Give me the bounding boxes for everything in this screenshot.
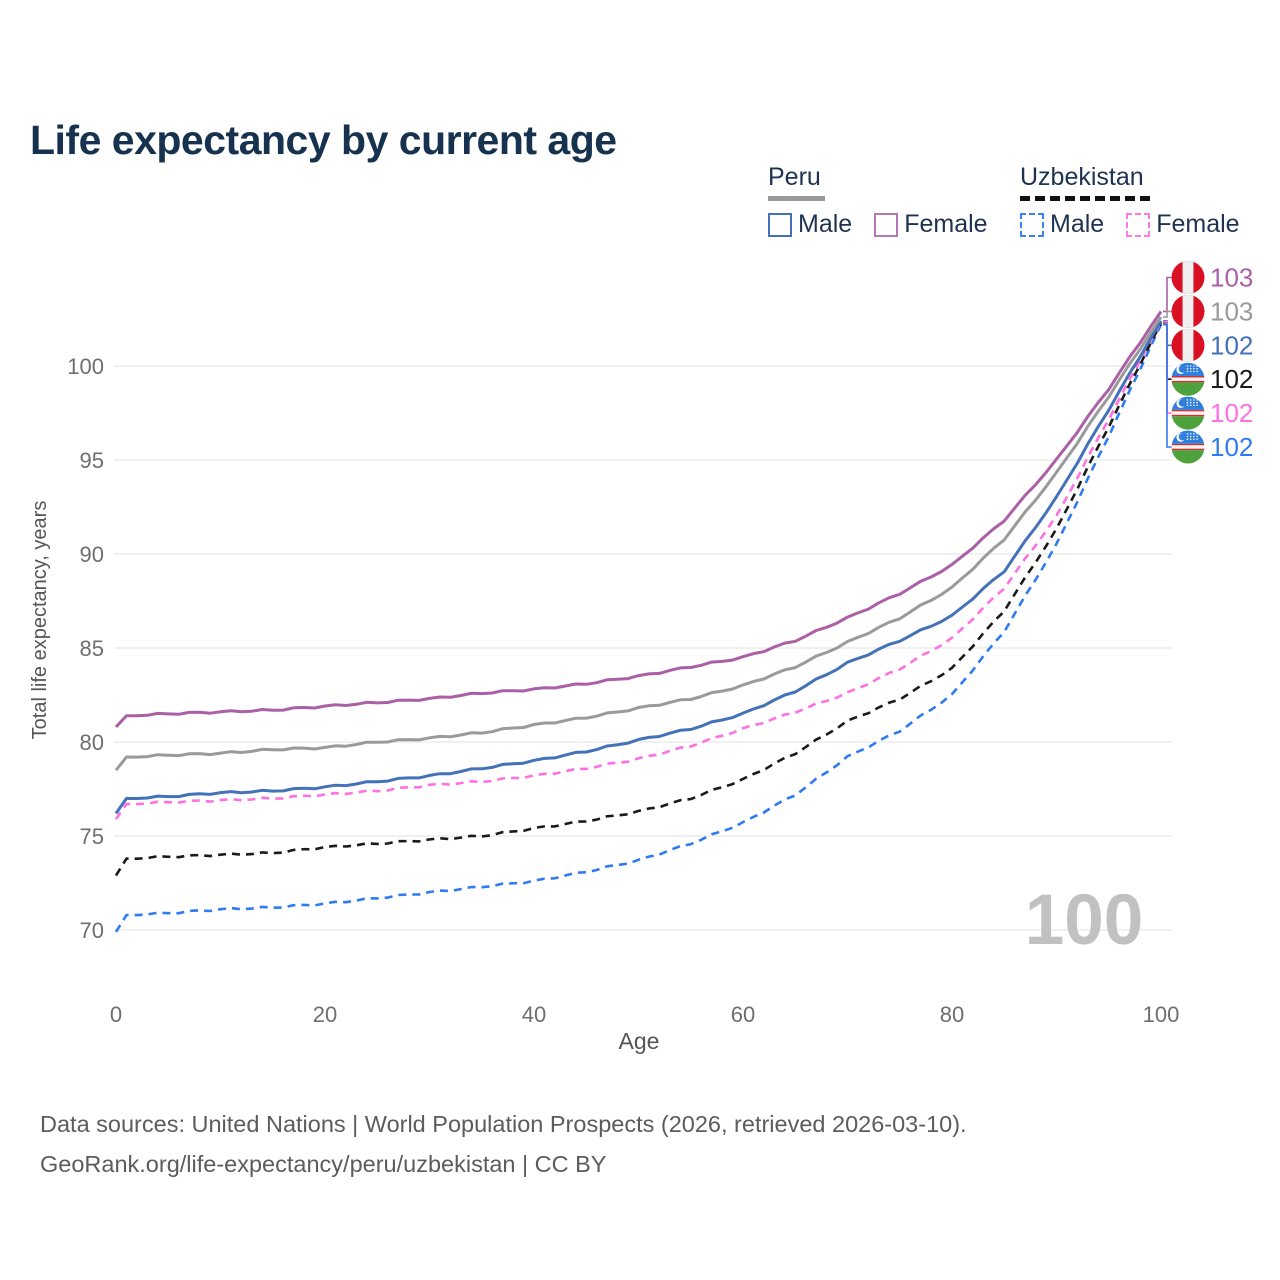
end-value-label-peru-male[interactable]: 102 <box>1210 330 1253 360</box>
x-tick-label: 100 <box>1143 1002 1180 1027</box>
uzbekistan-flag-icon[interactable] <box>1171 396 1205 446</box>
line-peru-both-sexes[interactable] <box>114 316 1163 772</box>
y-axis-title: Total life expectancy, years <box>29 501 51 740</box>
end-value-label-peru-female[interactable]: 103 <box>1210 263 1253 293</box>
footer-line-2: GeoRank.org/life-expectancy/peru/uzbekis… <box>40 1151 607 1177</box>
uzbekistan-flag-icon[interactable] <box>1171 430 1205 481</box>
line-uzbekistan-both-sexes[interactable] <box>114 322 1163 877</box>
line-peru-female[interactable] <box>114 310 1163 729</box>
x-tick-label: 40 <box>522 1002 546 1027</box>
legend-peru-underline <box>768 196 825 201</box>
line-uzbekistan-male[interactable] <box>114 324 1163 933</box>
y-tick-label: 80 <box>80 730 104 755</box>
watermark-age-label: 100 <box>1025 881 1143 960</box>
legend-item-uzbekistan-female[interactable]: Female <box>1126 210 1240 239</box>
end-value-label-uzbekistan-male[interactable]: 102 <box>1210 432 1253 462</box>
leader-line <box>1163 310 1172 318</box>
legend-label: Male <box>1050 210 1105 238</box>
legend-peru-title: Peru <box>768 163 821 191</box>
end-value-label-peru-both-sexes[interactable]: 103 <box>1210 296 1253 326</box>
x-tick-label: 0 <box>110 1002 122 1027</box>
y-tick-label: 90 <box>80 542 104 567</box>
peru-male-swatch-icon <box>768 212 792 237</box>
line-uzbekistan-female[interactable] <box>114 321 1163 820</box>
leader-line <box>1163 276 1172 313</box>
y-tick-label: 85 <box>80 636 104 661</box>
legend-item-peru-female[interactable]: Female <box>874 210 988 239</box>
peru-flag-icon[interactable] <box>1171 294 1205 328</box>
line-peru-male[interactable] <box>114 320 1163 815</box>
legend-uzbekistan-title: Uzbekistan <box>1020 163 1144 191</box>
legend-item-uzbekistan-male[interactable]: Male <box>1020 210 1104 239</box>
peru-flag-icon[interactable] <box>1171 261 1205 294</box>
legend-label: Female <box>904 210 988 238</box>
x-tick-label: 80 <box>940 1002 964 1027</box>
uzbekistan-flag-icon[interactable] <box>1171 362 1205 412</box>
uzbekistan-male-swatch-icon <box>1020 212 1044 237</box>
page-title: Life expectancy by current age <box>30 117 617 164</box>
leader-line <box>1163 323 1172 448</box>
y-tick-label: 70 <box>80 918 104 943</box>
legend-group-uzbekistan: Uzbekistan Male Female <box>1020 163 1262 239</box>
end-value-label-uzbekistan-female[interactable]: 102 <box>1210 398 1253 428</box>
peru-female-swatch-icon <box>874 212 899 237</box>
uzbekistan-female-swatch-icon <box>1126 212 1151 237</box>
x-tick-label: 60 <box>731 1002 755 1027</box>
y-tick-label: 95 <box>80 448 104 473</box>
y-tick-label: 75 <box>80 824 104 849</box>
legend-label: Male <box>798 210 853 238</box>
x-tick-label: 20 <box>313 1002 337 1027</box>
peru-flag-icon[interactable] <box>1171 328 1205 362</box>
legend-group-peru: Peru Male Female <box>768 163 1010 239</box>
data-source-attribution: Data sources: United Nations | World Pop… <box>40 1104 967 1184</box>
legend-label: Female <box>1156 210 1240 238</box>
legend-uzbekistan-underline <box>1020 196 1150 201</box>
y-tick-label: 100 <box>67 354 104 379</box>
footer-line-1: Data sources: United Nations | World Pop… <box>40 1111 967 1137</box>
end-value-label-uzbekistan-both-sexes[interactable]: 102 <box>1210 364 1253 394</box>
legend-item-peru-male[interactable]: Male <box>768 210 852 239</box>
x-axis-title: Age <box>619 1028 660 1054</box>
